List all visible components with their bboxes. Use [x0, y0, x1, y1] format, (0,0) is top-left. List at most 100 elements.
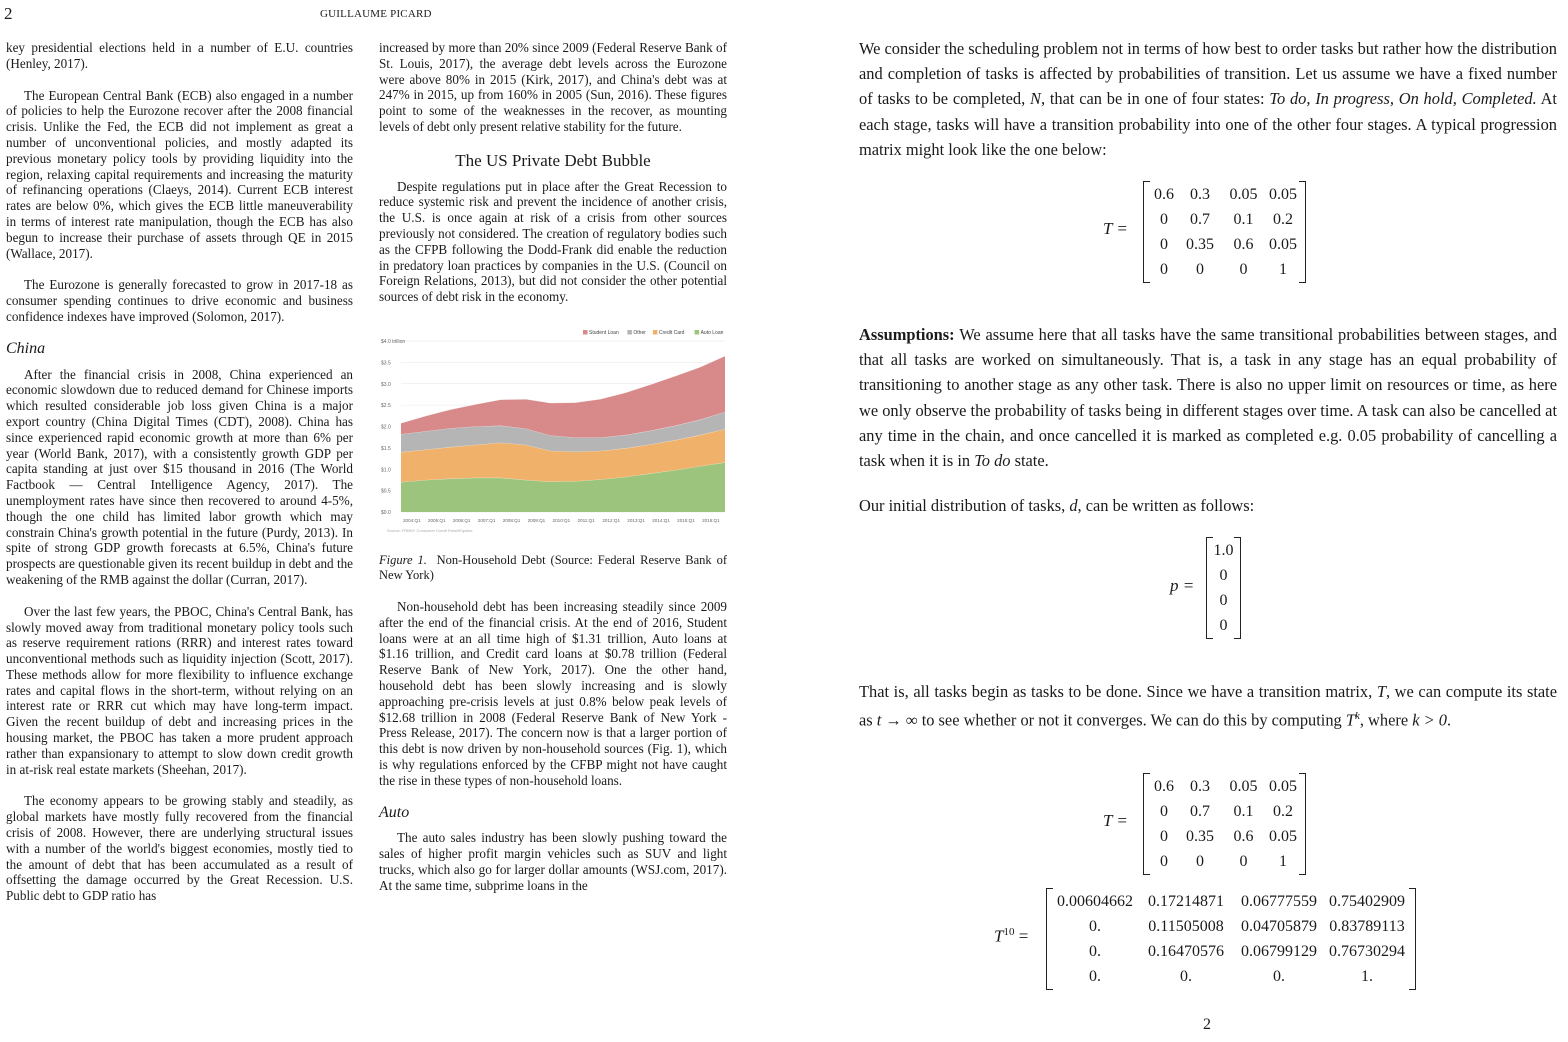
matrix-cell: 0.05: [1269, 185, 1297, 203]
paragraph: The Eurozone is generally forecasted to …: [6, 277, 353, 324]
matrix-row: 0 0.35 0.6 0.05: [1149, 232, 1300, 257]
x-tick-label: 2011:Q1: [577, 518, 595, 523]
matrix-cell: 0.6: [1233, 235, 1254, 253]
matrix-row: 0 0 0 1: [1149, 257, 1300, 282]
x-tick-label: 2015:Q1: [677, 518, 695, 523]
text: At each stage, tasks will have a transit…: [859, 89, 1557, 159]
matrix-T: 0.6 0.3 0.05 0.05 0 0.7 0.1 0.2 0 0.35 0.6 0.05 0 0 0 1: [1143, 181, 1306, 283]
intro-paragraph: We consider the scheduling problem not i…: [859, 36, 1557, 162]
page-number-right: 2: [1203, 1016, 1211, 1033]
paragraph: The economy appears to be growing stably…: [6, 793, 353, 904]
matrix-cell: 0.35: [1186, 235, 1214, 253]
right-column: increased by more than 20% since 2009 (F…: [379, 40, 727, 910]
matrix-row: 0: [1209, 563, 1238, 588]
matrix-cell: 0.05: [1229, 777, 1258, 795]
matrix-row: 0 0 0 1: [1149, 849, 1300, 874]
text: We assume here that all tasks have the s…: [859, 325, 1557, 471]
math-Tk: T: [1345, 710, 1355, 730]
text: Our initial distribution of tasks,: [859, 496, 1070, 515]
paragraph: increased by more than 20% since 2009 (F…: [379, 40, 727, 134]
area-auto-loan: [401, 462, 725, 512]
matrix-cell: 0.06777559: [1241, 892, 1317, 910]
math-k-gt-0: k > 0: [1412, 710, 1447, 730]
text: state.: [1010, 451, 1049, 471]
matrix-T-2: 0.6 0.3 0.05 0.05 0 0.7 0.1 0.2 0 0.35 0.6 0.05 0 0 0 1: [1143, 773, 1306, 875]
distribution-paragraph: Our initial distribution of tasks, d, ca…: [859, 493, 1557, 518]
states-list: To do, In progress, On hold, Completed.: [1269, 89, 1537, 109]
matrix-cell: 0.83789113: [1329, 917, 1405, 935]
paragraph: Over the last few years, the PBOC, China…: [6, 603, 353, 777]
paragraph: key presidential elections held in a num…: [6, 40, 353, 71]
text: .: [1446, 710, 1452, 730]
y-tick-label: $3.0: [381, 382, 391, 388]
assumptions-label: Assumptions:: [859, 325, 955, 344]
matrix-row: 0.6 0.3 0.05 0.05: [1149, 182, 1300, 207]
section-heading-auto: Auto: [379, 803, 410, 821]
matrix-cell: 1.: [1361, 967, 1373, 985]
x-tick-label: 2005:Q1: [428, 518, 446, 523]
vector-p-table: 1.0 0 0 0: [1209, 538, 1238, 638]
matrix-T-label-2: T =: [1103, 811, 1128, 830]
series-line: [400, 462, 726, 483]
matrix-cell: 0.35: [1186, 827, 1214, 845]
text: , we can compute its state as: [859, 682, 1558, 730]
matrix-T-label: T =: [1103, 219, 1128, 238]
section-heading-us-debt: The US Private Debt Bubble: [455, 150, 651, 170]
matrix-T10: 0.00604662 0.17214871 0.06777559 0.75402909…: [1046, 888, 1416, 990]
left-column: key presidential elections held in a num…: [6, 40, 353, 920]
matrix-cell: 0.2: [1273, 210, 1293, 228]
figure-label: Figure 1.: [379, 552, 427, 567]
matrix-cell: 0: [1239, 260, 1248, 278]
area-credit-card: [401, 429, 725, 483]
matrix-cell: 0.: [1273, 967, 1285, 985]
matrix-cell: 0.75402909: [1329, 892, 1405, 910]
matrix-cell: 0.6: [1154, 185, 1174, 203]
chart-source: Source: FRBNY Consumer Credit Panel/Equi…: [387, 528, 473, 533]
matrix-cell: 0.3: [1190, 185, 1210, 203]
paragraph: The auto sales industry has been slowly …: [379, 830, 727, 893]
matrix-cell: 0.76730294: [1329, 942, 1405, 960]
series-line: [400, 411, 726, 438]
figure-caption-text: Non-Household Debt (Source: Federal Rese…: [379, 552, 727, 582]
series-line: [400, 355, 726, 424]
text: , can be written as follows:: [1077, 496, 1255, 515]
matrix-row: 0 0.35 0.6 0.05: [1149, 824, 1300, 849]
x-tick-label: 2010:Q1: [553, 518, 571, 523]
running-head: GUILLAUME PICARD: [320, 8, 432, 20]
x-tick-label: 2004:Q1: [403, 518, 421, 523]
matrix-T10-label: T10 =: [994, 926, 1029, 946]
matrix-row: 0 0.7 0.1 0.2: [1149, 207, 1300, 232]
paragraph: Non-household debt has been increasing s…: [379, 598, 727, 788]
matrix-cell: 0.06799129: [1241, 942, 1317, 960]
y-tick-label: $2.5: [381, 403, 391, 409]
matrix-cell: 0: [1160, 852, 1168, 870]
matrix-row: 0 0.7 0.1 0.2: [1149, 799, 1300, 824]
x-tick-label: 2008:Q1: [503, 518, 521, 523]
matrix-cell: 0.2: [1273, 802, 1293, 820]
x-tick-label: 2016:Q1: [702, 518, 720, 523]
y-tick-label: $1.0: [381, 467, 391, 473]
y-tick-label: $2.0: [381, 424, 391, 430]
page-number-left: 2: [4, 4, 13, 23]
state-todo: To do: [974, 451, 1011, 471]
vector-p: 1.0 0 0 0: [1206, 537, 1241, 639]
matrix-cell: 0: [1160, 260, 1168, 278]
matrix-row: 0: [1209, 588, 1238, 613]
legend-swatch: [652, 329, 658, 335]
math-N: N: [1030, 89, 1041, 109]
matrix-cell: 0.17214871: [1148, 892, 1224, 910]
matrix-cell: 0.04705879: [1241, 917, 1317, 935]
debt-chart-svg: $0.0 $0.5 $1.0 $1.5 $2.0 $2.5 $3.0 $3.5 $4.0 tri…: [381, 329, 726, 533]
matrix-T-table: 0.6 0.3 0.05 0.05 0 0.7 0.1 0.2 0 0.35 0.6 0.05 0 0 0 1: [1149, 182, 1300, 282]
math-k: k: [1354, 710, 1360, 723]
matrix-cell: 0.05: [1229, 185, 1258, 203]
x-tick-label: 2012:Q1: [602, 518, 620, 523]
text: , where: [1359, 710, 1413, 730]
matrix-row: 0. 0. 0. 1.: [1052, 964, 1410, 989]
matrix-cell: 0.05: [1269, 827, 1297, 845]
matrix-T10-table: 0.00604662 0.17214871 0.06777559 0.75402909…: [1052, 889, 1410, 989]
matrix-cell: 0: [1239, 852, 1248, 870]
convergence-paragraph: That is, all tasks begin as tasks to be …: [859, 679, 1557, 733]
y-tick-label: $4.0 trillion: [381, 339, 405, 345]
matrix-cell: 0.: [1089, 967, 1101, 985]
